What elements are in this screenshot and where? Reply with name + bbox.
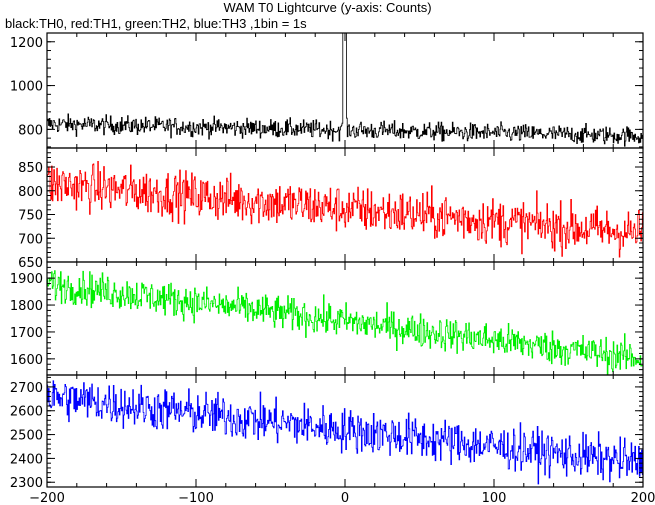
y-tick-label: 2500 [10,429,43,444]
series-line-th2 [46,270,643,376]
chart-subtitle: black:TH0, red:TH1, green:TH2, blue:TH3 … [5,16,307,31]
y-tick-label: 1000 [10,80,43,95]
y-tick-label: 750 [18,209,43,224]
y-tick-label: 1700 [10,326,43,341]
y-tick-label: 2300 [10,476,43,491]
y-tick-label: 2600 [10,405,43,420]
y-tick-label: 1800 [10,299,43,314]
y-tick-label: 800 [18,123,43,138]
y-tick-label: 1200 [10,36,43,51]
panel-frame [46,261,644,376]
panel-th1: 650 700 750 800 850 [18,147,644,271]
series-line-th0 [46,32,643,147]
x-tick-label: 0 [341,491,349,505]
chart-title: WAM T0 Lightcurve (y-axis: Counts) [223,0,432,15]
y-tick-label: 1600 [10,353,43,368]
y-tick-label: 850 [18,161,43,176]
y-tick-label: 2400 [10,452,43,467]
y-tick-label: 650 [18,256,43,271]
panel-th3: 2300 2400 2500 2600 2700 [10,374,644,491]
y-tick-label: 2700 [10,381,43,396]
series-line-th3 [46,380,643,485]
x-tick-label: −200 [29,491,65,505]
y-tick-label: 800 [18,185,43,200]
y-tick-label: 1900 [10,272,43,287]
panel-frame [46,32,644,149]
panel-th2: 1600 1700 1800 1900 [10,261,644,376]
y-tick-label: 700 [18,232,43,247]
panel-th0: 800 1000 1200 [10,32,644,149]
x-tick-label: −100 [178,491,214,505]
series-line-th1 [46,161,643,258]
x-tick-label: 200 [631,491,655,505]
x-tick-label: 100 [482,491,507,505]
